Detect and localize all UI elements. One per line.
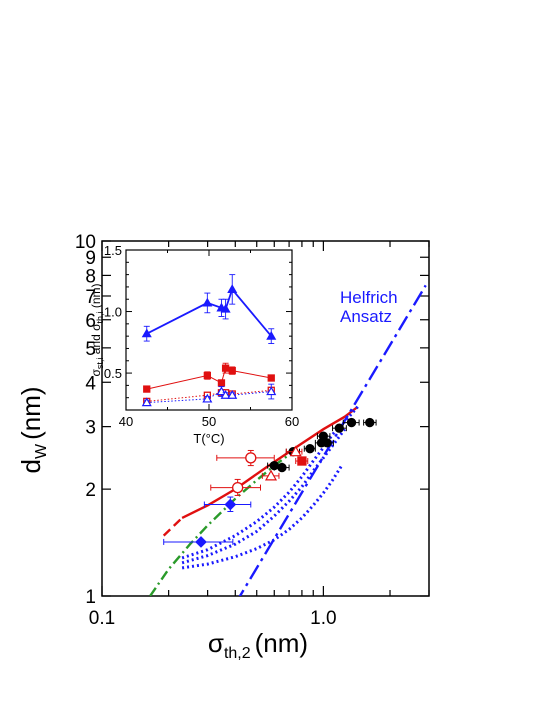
inset-point-filled-triangle xyxy=(220,303,231,313)
inset-point-filled-triangle xyxy=(266,330,277,340)
y-tick-label: 8 xyxy=(85,266,96,287)
x-axis-title: σth,2 (nm) xyxy=(208,628,308,662)
data-point-filled-circle xyxy=(365,417,375,428)
data-point-open-circle xyxy=(245,452,257,464)
series-line-dashed xyxy=(162,517,183,537)
data-point-filled-diamond xyxy=(195,536,207,548)
data-point-filled-circle xyxy=(334,423,344,433)
y-tick-label: 3 xyxy=(85,418,96,439)
inset-point-filled-square xyxy=(143,385,151,393)
inset-point-filled-triangle xyxy=(202,297,213,307)
annotation-line2: Ansatz xyxy=(340,307,392,326)
inset-y-axis-title: σst,i and σth,i (nm) xyxy=(89,283,105,376)
data-point-filled-circle xyxy=(346,417,357,428)
inset-point-filled-square xyxy=(228,366,236,375)
annotation-line1: Helfrich xyxy=(340,288,398,307)
inset-point-filled-square xyxy=(221,364,230,372)
y-axis-title-sub: W xyxy=(33,443,50,459)
x-axis-title-unit: (nm) xyxy=(255,628,308,658)
inset-y-tick-label: 1.5 xyxy=(104,243,122,258)
inset-x-tick-label: 50 xyxy=(202,414,216,429)
inset-point-open-triangle xyxy=(227,390,238,399)
series-line-solid xyxy=(181,406,358,519)
y-tick-label: 9 xyxy=(85,248,96,269)
y-tick-label: 6 xyxy=(85,311,96,332)
data-point-open-triangle xyxy=(264,469,278,481)
inset-point-open-triangle xyxy=(266,386,277,396)
y-tick-label: 5 xyxy=(85,339,96,360)
y-axis-title: dW (nm) xyxy=(16,386,50,473)
inset-point-open-triangle xyxy=(220,390,231,399)
y-tick-label: 2 xyxy=(85,480,96,501)
inset-series-line xyxy=(146,367,272,390)
inset-series-line xyxy=(146,390,272,404)
x-tick-label: 1.0 xyxy=(310,608,336,629)
data-point-filled-diamond xyxy=(224,498,237,511)
inset-point-filled-square xyxy=(203,371,211,380)
data-point-open-triangle xyxy=(289,445,302,457)
y-tick-label: 7 xyxy=(85,287,96,308)
inset-y-tick-label: 1.0 xyxy=(104,305,122,320)
inset-y-tick-label: 0.5 xyxy=(104,366,122,381)
inset-point-open-triangle xyxy=(202,393,213,403)
y-tick-label: 4 xyxy=(85,373,96,394)
data-point-filled-circle xyxy=(305,444,315,454)
inset-plot: 40 50 60 0.5 1.0 1.5 T(°C) σst,i and σth,i (n… xyxy=(89,243,299,446)
y-tick-label: 10 xyxy=(75,232,96,253)
inset-point-filled-triangle xyxy=(141,328,152,338)
x-axis-title-sub: th,2 xyxy=(224,645,251,662)
inset-x-axis-title: T(°C) xyxy=(193,431,224,446)
data-point-filled-square xyxy=(297,456,307,466)
inset-point-open-triangle xyxy=(141,397,152,407)
inset-y-title-part4: th,i xyxy=(95,311,105,323)
main-ticks xyxy=(101,240,430,597)
main-series xyxy=(149,284,427,596)
y-tick-label: 1 xyxy=(85,587,96,608)
inset-y-title-part1: σ xyxy=(89,369,103,377)
series-line-dotted xyxy=(181,463,344,570)
inset-point-filled-square xyxy=(217,379,226,387)
inset-point-filled-triangle xyxy=(227,284,238,293)
data-point-open-circle xyxy=(232,481,244,494)
inset-y-title-part2: st,i xyxy=(95,358,105,370)
inset-y-title-part5: (nm) xyxy=(89,283,103,311)
inset-tick-labels: 40 50 60 0.5 1.0 1.5 xyxy=(104,243,299,429)
inset-x-tick-label: 60 xyxy=(285,414,299,429)
y-axis-title-unit: (nm) xyxy=(16,386,46,439)
x-axis-title-main: σ xyxy=(208,628,224,658)
data-point-filled-circle xyxy=(277,462,287,473)
inset-x-tick-label: 40 xyxy=(119,414,133,429)
inset-point-filled-square xyxy=(267,374,275,382)
inset-ticks xyxy=(125,249,293,411)
inset-y-title-part3: and σ xyxy=(89,323,103,358)
x-tick-label: 0.1 xyxy=(89,608,115,629)
y-axis-title-main: d xyxy=(16,459,46,473)
main-plot-frame xyxy=(101,240,430,597)
data-point-filled-circle xyxy=(322,438,332,448)
inset-series xyxy=(141,274,277,407)
